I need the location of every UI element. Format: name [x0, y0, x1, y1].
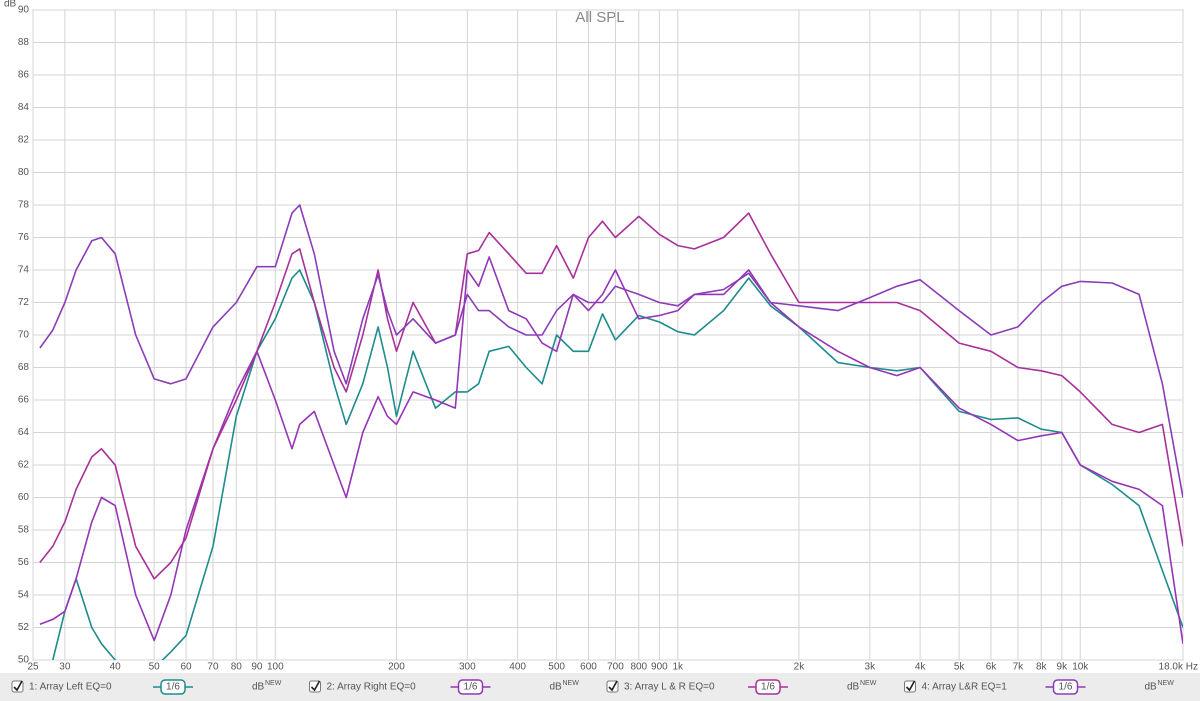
legend-label: 2: Array Right EQ=0 [327, 682, 417, 693]
x-tick-label: 10k [1072, 662, 1089, 673]
y-tick-label: 80 [18, 167, 30, 178]
y-axis-label: dB [4, 0, 17, 10]
legend-badge: NEW [563, 680, 580, 687]
x-tick-label: 900 [651, 662, 668, 673]
smoothing-box [1052, 679, 1079, 695]
y-tick-label: 90 [18, 5, 30, 16]
x-tick-label: 300 [459, 662, 476, 673]
y-tick-label: 66 [18, 395, 30, 406]
smoothing-label: 1/6 [1059, 682, 1073, 693]
x-tick-label: 30 [59, 662, 71, 673]
y-tick-label: 74 [18, 265, 30, 276]
legend-check [310, 680, 321, 692]
x-tick-label: 80 [231, 662, 243, 673]
x-tick-label: 70 [207, 662, 219, 673]
y-tick-label: 50 [18, 655, 30, 666]
y-tick-label: 60 [18, 492, 30, 503]
x-tick-label: 100 [267, 662, 284, 673]
smoothing-box [160, 679, 186, 695]
legend-check [905, 680, 916, 692]
x-tick-label: 25 [27, 662, 39, 673]
y-tick-label: 88 [18, 37, 30, 48]
legend-unit: dB [1145, 682, 1158, 693]
smoothing-box [457, 679, 484, 695]
y-tick-label: 58 [18, 525, 30, 536]
legend-badge: NEW [1158, 680, 1175, 687]
y-tick-label: 76 [18, 232, 30, 243]
series-line [39, 204, 1183, 498]
x-tick-label: 40 [110, 662, 122, 673]
legend-label: 4: Array L&R EQ=1 [922, 682, 1008, 693]
smoothing-label: 1/6 [166, 682, 180, 693]
x-tick-label: 200 [388, 662, 405, 673]
y-tick-label: 72 [18, 297, 30, 308]
smoothing-box [755, 679, 781, 695]
x-tick-label: 1k [673, 662, 685, 673]
smoothing-label: 1/6 [464, 682, 478, 693]
x-tick-label: 800 [630, 662, 647, 673]
x-tick-label: 600 [580, 662, 597, 673]
y-tick-label: 52 [18, 622, 30, 633]
series-line [39, 212, 1183, 580]
smoothing-label: 1/6 [761, 682, 775, 693]
y-tick-label: 78 [18, 200, 30, 211]
x-tick-label: 700 [607, 662, 624, 673]
chart-title: All SPL [575, 9, 624, 26]
x-tick-label: 7k [1013, 662, 1025, 673]
legend-item: 3: Array L & R EQ=0 1/6 dB NEW [606, 679, 877, 695]
legend-badge: NEW [860, 680, 877, 687]
x-tick-label: 90 [251, 662, 263, 673]
y-tick-label: 70 [18, 330, 30, 341]
x-tick-label: 8k [1036, 662, 1048, 673]
x-tick-label: 400 [509, 662, 526, 673]
legend-bar [0, 673, 1200, 701]
legend-item: 1: Array Left EQ=0 1/6 dB NEW [11, 679, 282, 695]
legend-label: 3: Array L & R EQ=0 [624, 682, 715, 693]
x-tick-label: 5k [954, 662, 966, 673]
x-tick-label: 18.0k Hz [1159, 662, 1198, 673]
legend-unit: dB [847, 682, 860, 693]
legend-label: 1: Array Left EQ=0 [29, 682, 112, 693]
legend-check [13, 680, 23, 692]
legend-badge: NEW [265, 680, 282, 687]
y-tick-label: 56 [18, 557, 30, 568]
legend-check [608, 680, 618, 692]
x-tick-label: 2k [794, 662, 806, 673]
x-tick-label: 50 [149, 662, 161, 673]
x-tick-label: 60 [180, 662, 192, 673]
x-tick-label: 4k [915, 662, 927, 673]
legend-item: 4: Array L&R EQ=1 1/6 dB NEW [904, 679, 1175, 695]
y-tick-label: 84 [18, 102, 30, 113]
y-tick-label: 54 [18, 590, 30, 601]
x-tick-label: 9k [1057, 662, 1069, 673]
y-tick-label: 86 [18, 70, 30, 81]
legend-unit: dB [252, 682, 265, 693]
legend-unit: dB [550, 682, 563, 693]
y-tick-label: 64 [18, 427, 30, 438]
legend-item: 2: Array Right EQ=0 1/6 dB NEW [309, 679, 580, 695]
x-tick-label: 6k [986, 662, 998, 673]
y-tick-label: 82 [18, 135, 30, 146]
y-tick-label: 68 [18, 362, 30, 373]
y-tick-label: 62 [18, 460, 30, 471]
x-tick-label: 500 [548, 662, 565, 673]
x-tick-label: 3k [865, 662, 877, 673]
lines [39, 204, 1183, 660]
